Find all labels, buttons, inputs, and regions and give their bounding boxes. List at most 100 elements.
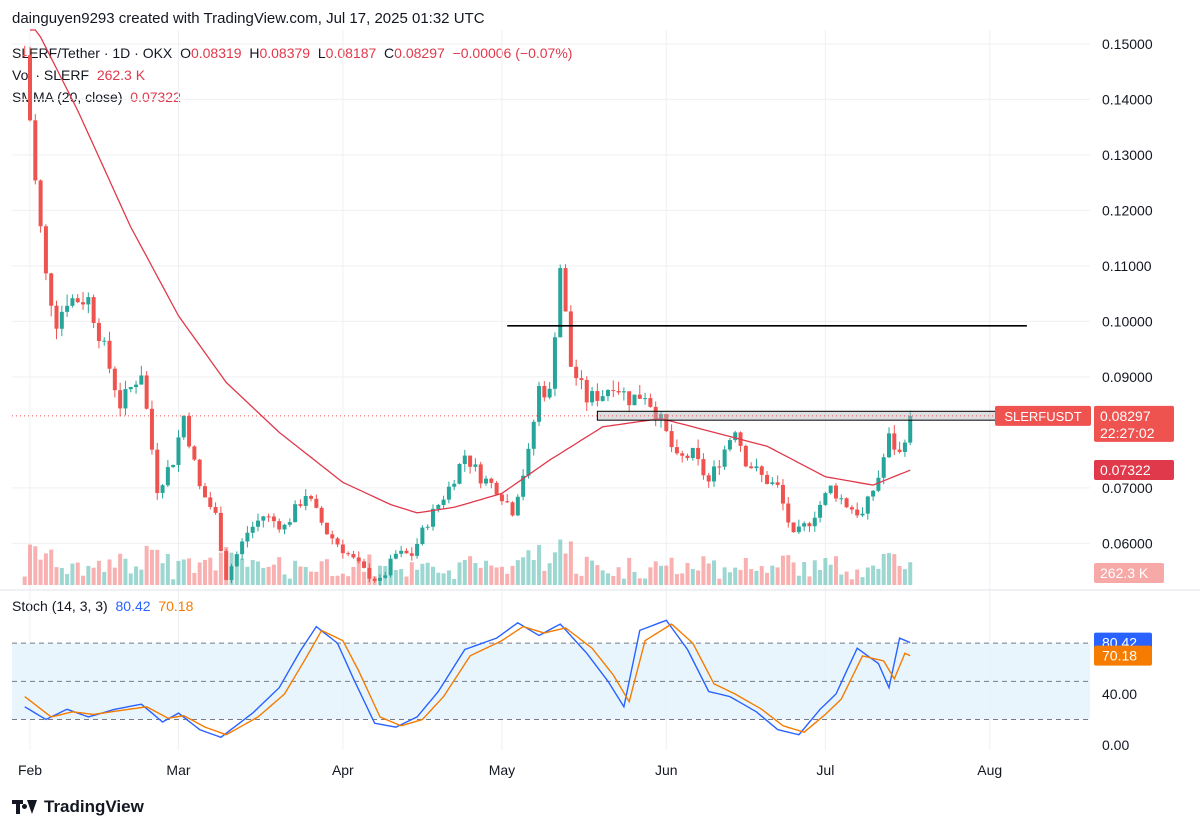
- candle-body: [240, 541, 245, 555]
- candle-body: [590, 391, 595, 403]
- volume-bar: [643, 578, 648, 585]
- volume-bar: [107, 559, 112, 585]
- volume-bar: [563, 553, 568, 585]
- volume-bars: [22, 539, 913, 585]
- price-axis-tick: 0.13000: [1102, 147, 1153, 163]
- volume-bar: [324, 559, 329, 585]
- volume-bar: [139, 569, 144, 585]
- volume-bar: [446, 570, 451, 585]
- price-axis-tick: 0.11000: [1102, 258, 1152, 274]
- candle-body: [107, 340, 112, 369]
- candle-body: [362, 561, 367, 568]
- volume-bar: [192, 573, 197, 585]
- symbol-tag-bg: [995, 405, 1091, 426]
- volume-bar: [489, 565, 494, 585]
- candle-body: [335, 538, 340, 545]
- candle-body: [430, 508, 435, 527]
- candle-body: [706, 475, 711, 482]
- volume-bar: [277, 557, 282, 585]
- volume-bar: [123, 558, 128, 585]
- volume-bar: [712, 560, 717, 585]
- volume-bar: [579, 575, 584, 585]
- volume-bar: [65, 574, 70, 585]
- candle-body: [489, 478, 494, 483]
- candles: [22, 45, 913, 586]
- volume-bar: [664, 565, 669, 585]
- candle-body: [908, 415, 913, 443]
- candle-body: [537, 386, 542, 422]
- volume-bar: [892, 554, 897, 585]
- price-axis-tick: 0.15000: [1102, 36, 1153, 52]
- stoch-label[interactable]: Stoch (14, 3, 3): [12, 598, 108, 614]
- volume-bar: [309, 571, 314, 585]
- smma-label[interactable]: SMMA (20, close): [12, 89, 123, 105]
- tradingview-logo[interactable]: TradingView: [12, 797, 144, 817]
- volume-bar: [91, 567, 96, 585]
- volume-bar: [706, 563, 711, 585]
- candle-body: [187, 415, 192, 447]
- candle-body: [696, 447, 701, 460]
- time-axis-tick: Jul: [816, 762, 834, 778]
- volume-bar: [293, 560, 298, 585]
- smma-legend[interactable]: SMMA (20, close) 0.07322: [12, 89, 181, 105]
- price-legend[interactable]: SLERF/Tether · 1D · OKX O0.08319 H0.0837…: [12, 45, 572, 61]
- stoch-band: [12, 643, 1090, 720]
- change-value: −0.00006 (−0.07%): [452, 45, 573, 61]
- volume-bar: [436, 572, 441, 585]
- candle-body: [399, 550, 404, 554]
- candle-body: [245, 532, 250, 542]
- candle-body: [277, 521, 282, 530]
- candle-body: [478, 464, 483, 484]
- volume-bar: [303, 566, 308, 585]
- volume-bar: [865, 567, 870, 585]
- candle-body: [849, 507, 854, 510]
- candle-body: [149, 408, 154, 450]
- candle-body: [388, 558, 393, 576]
- close-label: C: [384, 45, 395, 61]
- candle-body: [855, 509, 860, 516]
- candle-body: [484, 478, 489, 484]
- volume-bar: [86, 565, 91, 585]
- candle-body: [192, 446, 197, 460]
- stoch-legend[interactable]: Stoch (14, 3, 3) 80.42 70.18: [12, 598, 193, 614]
- volume-bar: [75, 562, 80, 585]
- candle-body: [176, 437, 181, 465]
- time-axis-tick: Jun: [655, 762, 678, 778]
- volume-bar: [531, 559, 536, 585]
- volume-bar: [393, 570, 398, 585]
- volume-bar: [250, 559, 255, 585]
- candle-body: [229, 566, 234, 580]
- stoch-d-last-label: 70.18: [1102, 648, 1137, 664]
- volume-bar: [791, 562, 796, 585]
- candle-body: [833, 485, 838, 499]
- stoch-d-value: 70.18: [158, 598, 194, 614]
- volume-last-label: 262.3 K: [1100, 565, 1149, 581]
- candle-body: [351, 554, 356, 558]
- candle-body: [38, 180, 43, 227]
- volume-bar: [197, 562, 202, 585]
- volume-bar: [839, 574, 844, 585]
- volume-bar: [733, 567, 738, 585]
- volume-bar: [855, 569, 860, 585]
- candle-body: [425, 526, 430, 528]
- candle-body: [722, 449, 727, 467]
- candle-body: [839, 498, 844, 500]
- volume-bar: [43, 553, 48, 585]
- candle-body: [871, 490, 876, 497]
- candle-body: [579, 378, 584, 381]
- candle-body: [134, 384, 139, 388]
- candle-body: [261, 516, 266, 521]
- symbol-label[interactable]: SLERF/Tether · 1D · OKX: [12, 45, 173, 61]
- volume-bar: [314, 571, 319, 585]
- volume-bar: [828, 564, 833, 585]
- candle-body: [621, 391, 626, 393]
- candle-body: [309, 496, 314, 499]
- candle-body: [505, 501, 510, 503]
- candle-body: [595, 391, 600, 401]
- volume-bar: [674, 574, 679, 585]
- candle-body: [902, 442, 907, 452]
- candle-body: [648, 398, 653, 407]
- volume-bar: [22, 576, 27, 585]
- volume-bar: [356, 560, 361, 585]
